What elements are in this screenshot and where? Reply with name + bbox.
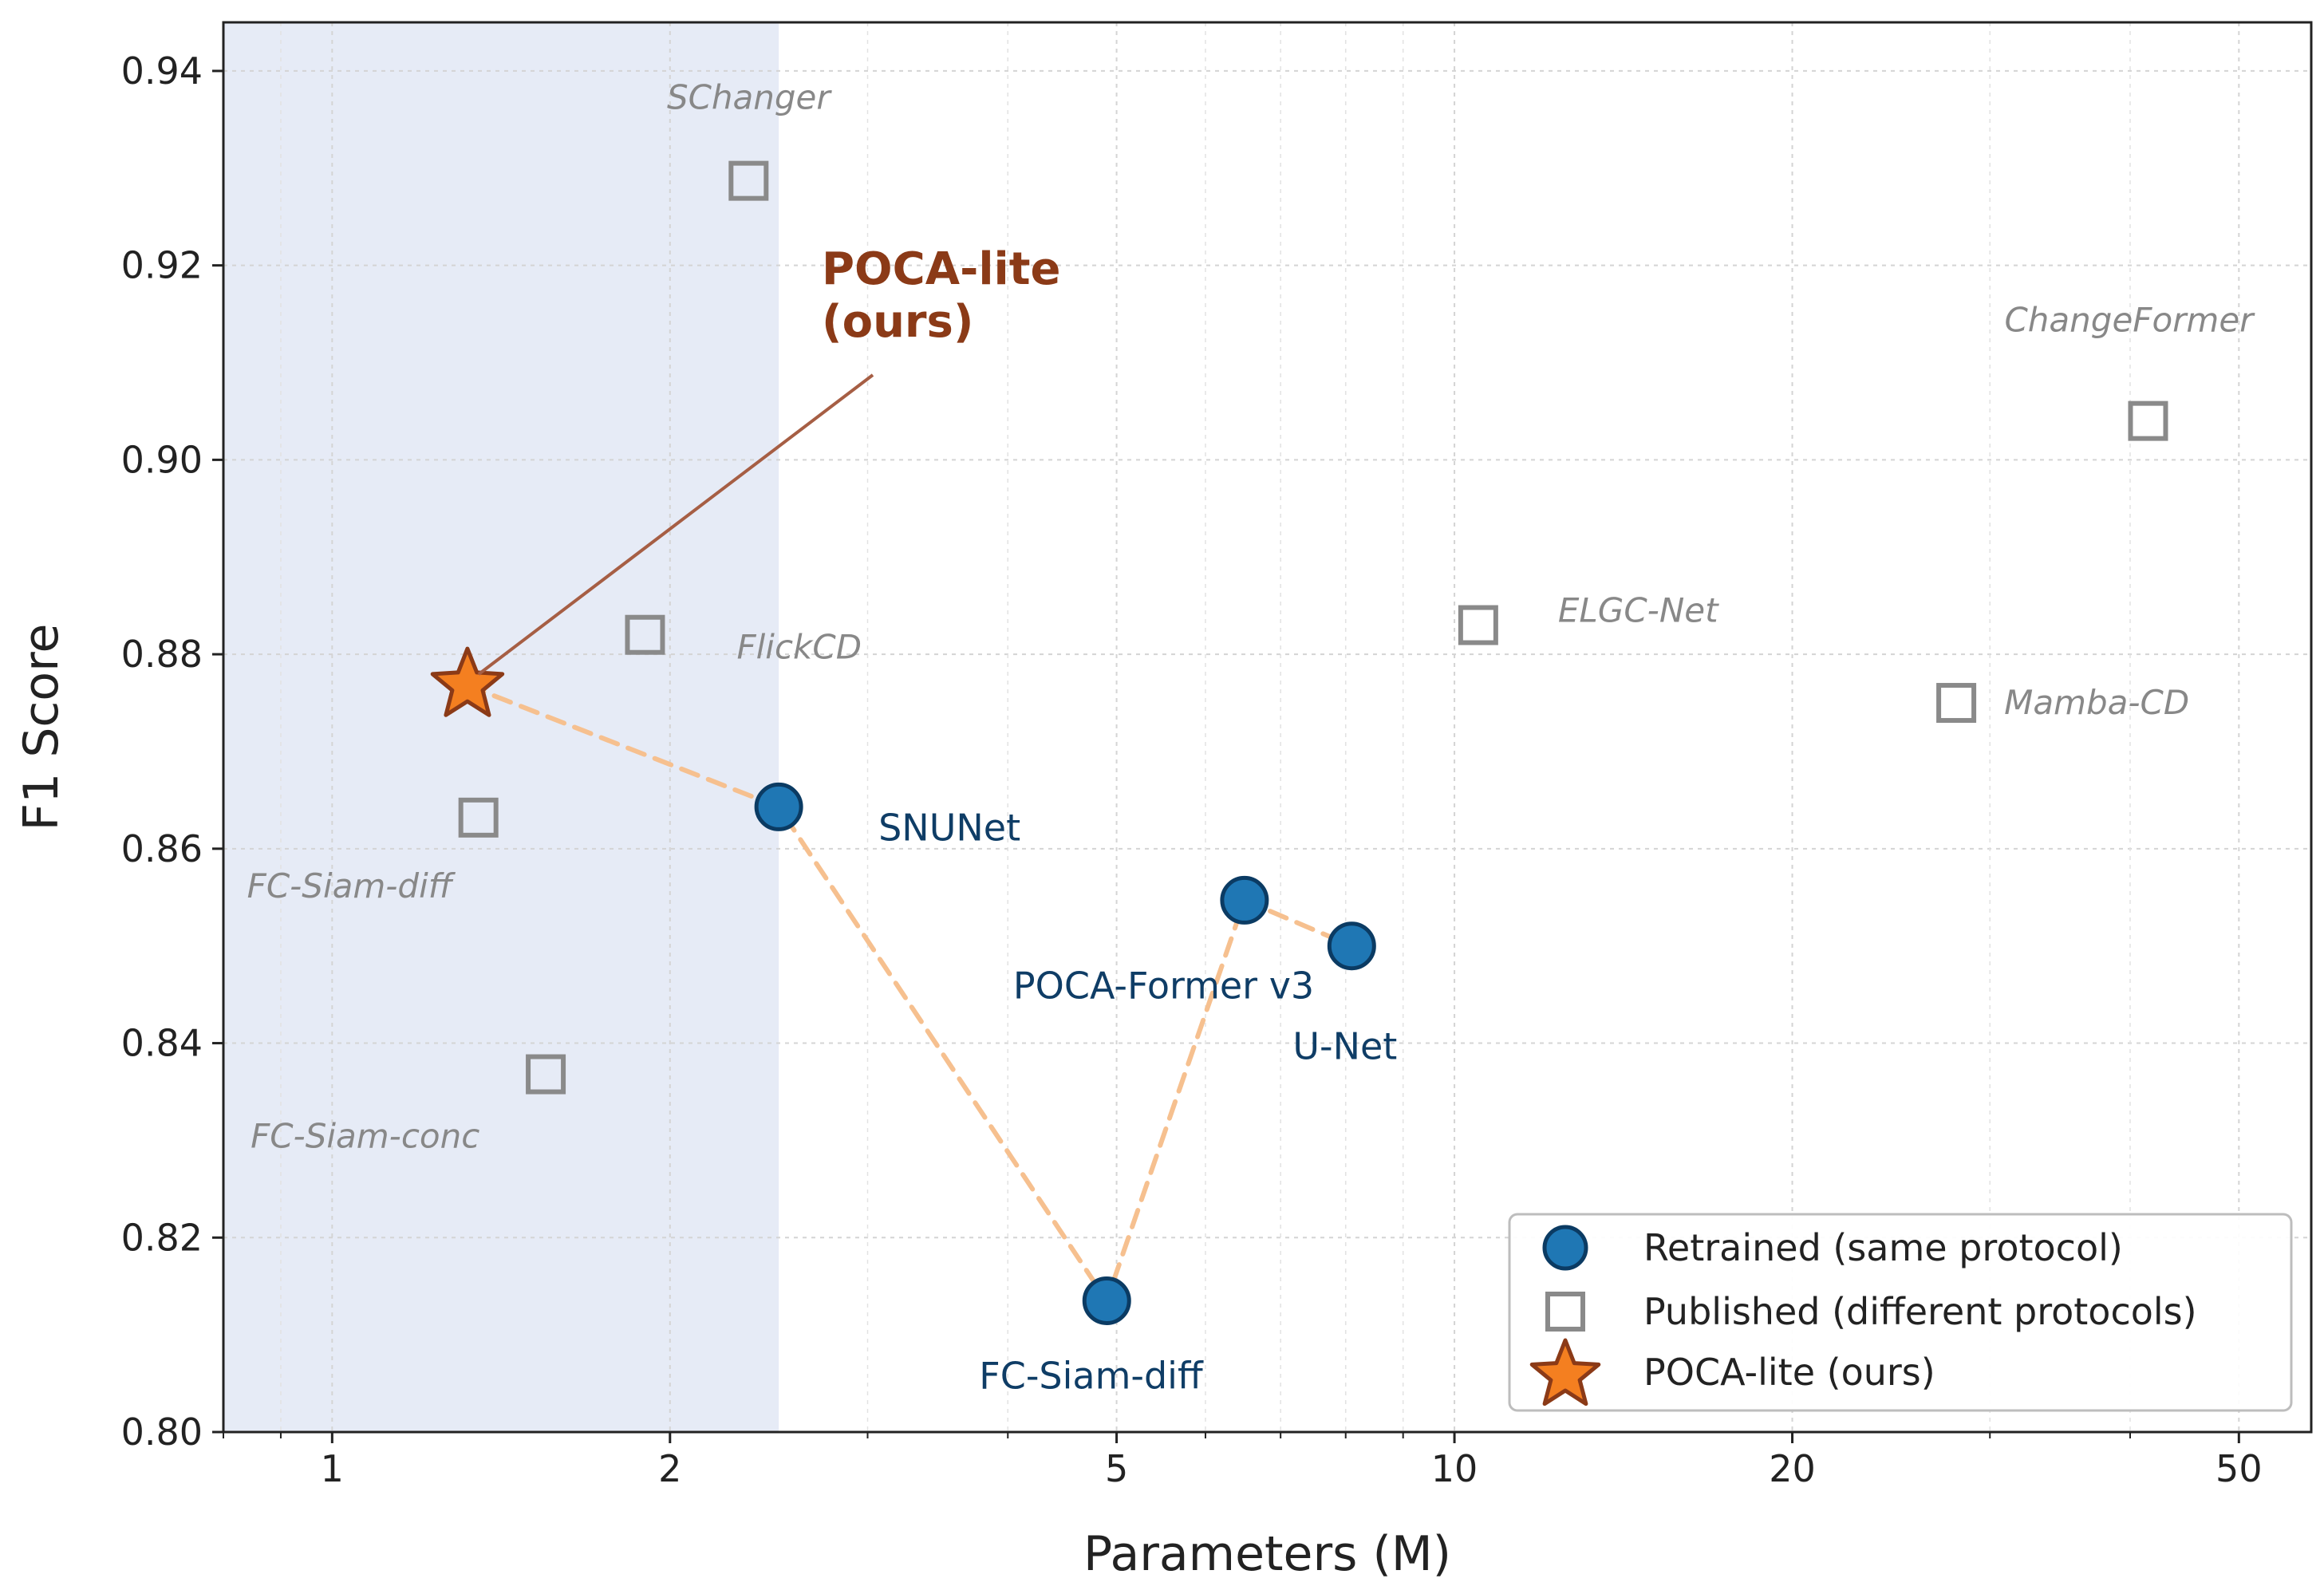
published-point-changeformer [2128, 400, 2168, 441]
legend-box [1508, 1213, 2293, 1412]
y-tick-label: 0.80 [121, 1410, 203, 1454]
x-tick-label: 5 [1105, 1447, 1128, 1490]
data-points [430, 160, 2168, 1325]
published-label-flickcd: FlickCD [736, 628, 862, 667]
legend-marker-published [1545, 1292, 1585, 1332]
ours-annotation-line-1: POCA-lite [822, 243, 1060, 295]
legend-label-published-different-protocols: Published (different protocols) [1643, 1290, 2197, 1333]
y-tick-label: 0.86 [121, 827, 203, 870]
retrained-point-u-net [1327, 921, 1376, 971]
y-tick-label: 0.90 [121, 438, 203, 481]
axis-ticks: 0.80 0.82 0.84 0.86 0.88 0.90 0.92 0.94 1 2 5 10 20 5… [121, 49, 2263, 1490]
y-tick-label: 0.94 [121, 49, 203, 93]
published-label-mamba-cd: Mamba-CD [2004, 683, 2189, 722]
ours-annotation-arrow [477, 373, 874, 676]
published-label-fc-siam-diff: FC-Siam-diff [247, 866, 456, 905]
retrained-label-snunet: SNUNet [878, 806, 1020, 849]
published-point-elgc-net [1458, 605, 1498, 645]
y-tick-label: 0.84 [121, 1022, 203, 1065]
ours-star-point [430, 646, 505, 717]
retrained-point-fc-siam-diff [1082, 1276, 1131, 1325]
retrained-label-poca-former-v3: POCA-Former v3 [1013, 964, 1314, 1007]
point-labels: SChanger FlickCD FC-Siam-diff FC-Siam-conc E… [247, 78, 2255, 1398]
plot-frame [222, 21, 2313, 1434]
retrained-point-poca-former-v3 [1220, 875, 1269, 925]
plot-background [223, 22, 779, 1432]
ours-annotation: POCA-lite(ours) [477, 243, 1060, 676]
published-point-mamba-cd [1936, 683, 1977, 724]
legend-label-retrained-same-protocol: Retrained (same protocol) [1643, 1226, 2123, 1269]
x-tick-label: 2 [658, 1447, 681, 1490]
legend: Retrained (same protocol) Published (diff… [1508, 1213, 2293, 1412]
published-label-elgc-net: ELGC-Net [1558, 591, 1719, 630]
published-point-fc-siam-diff [458, 797, 499, 838]
published-label-changeformer: ChangeFormer [2004, 301, 2255, 340]
y-axis-label: F1 Score [14, 624, 69, 831]
legend-marker-retrained [1542, 1225, 1588, 1271]
published-label-schanger: SChanger [667, 78, 832, 117]
shaded-region [223, 22, 779, 1432]
retrained-point-snunet [754, 782, 803, 831]
x-tick-label: 50 [2215, 1447, 2263, 1490]
retrained-label-u-net: U-Net [1292, 1025, 1397, 1068]
y-tick-label: 0.82 [121, 1216, 203, 1259]
x-axis-label: Parameters (M) [1083, 1526, 1451, 1582]
legend-marker-ours [1529, 1338, 1601, 1407]
x-tick-label: 20 [1769, 1447, 1816, 1490]
y-tick-label: 0.92 [121, 244, 203, 287]
retrained-label-fc-siam-diff: FC-Siam-diff [979, 1354, 1204, 1397]
published-label-fc-siam-conc: FC-Siam-conc [251, 1117, 479, 1156]
published-point-flickcd [625, 614, 665, 655]
published-point-fc-siam-conc [526, 1054, 566, 1095]
x-tick-label: 1 [321, 1447, 344, 1490]
legend-label-poca-lite-ours: POCA-lite (ours) [1643, 1351, 1935, 1394]
y-tick-label: 0.88 [121, 633, 203, 676]
x-tick-label: 10 [1431, 1447, 1478, 1490]
published-point-schanger [728, 160, 769, 201]
ours-annotation-line-2: (ours) [822, 296, 973, 348]
